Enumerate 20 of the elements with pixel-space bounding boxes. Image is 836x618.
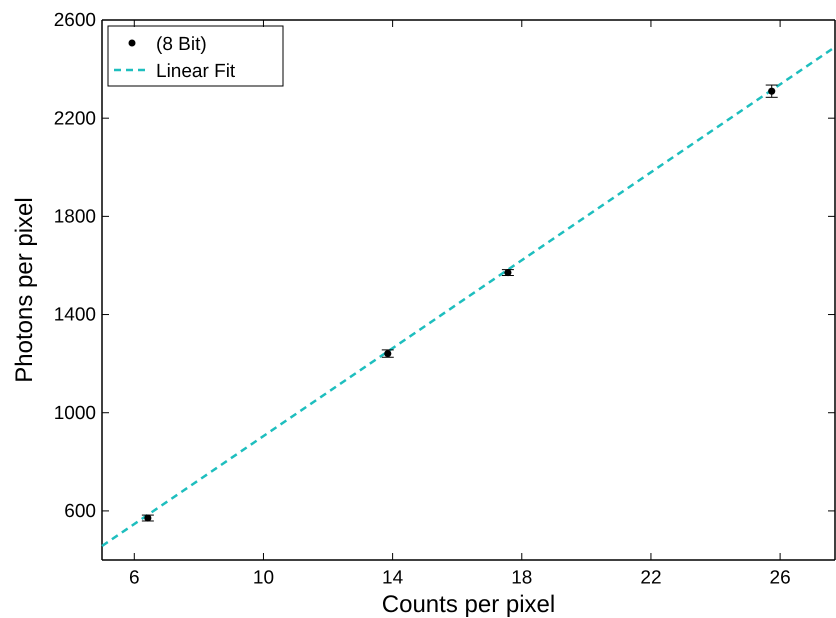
point xyxy=(144,514,152,522)
y-tick-label: 1000 xyxy=(54,402,96,424)
y-tick-label: 2200 xyxy=(54,108,96,130)
legend-label: (8 Bit) xyxy=(156,34,207,55)
x-tick-label: 10 xyxy=(252,567,274,588)
legend-label: Linear Fit xyxy=(156,61,236,82)
y-tick-label: 1800 xyxy=(54,206,96,228)
x-tick-label: 14 xyxy=(382,567,404,588)
point xyxy=(768,88,776,95)
y-tick-label: 600 xyxy=(64,500,96,522)
point xyxy=(504,269,512,276)
x-tick-label: 6 xyxy=(129,567,140,588)
x-tick-label: 26 xyxy=(770,567,791,588)
y-axis-title: Photons per pixel xyxy=(11,197,38,383)
y-tick-label: 1400 xyxy=(54,304,96,326)
x-tick-label: 18 xyxy=(511,567,532,588)
y-tick-label: 2600 xyxy=(54,10,96,32)
point xyxy=(384,350,392,358)
x-tick-label: 22 xyxy=(640,567,662,588)
x-axis-title: Counts per pixel xyxy=(382,591,556,618)
